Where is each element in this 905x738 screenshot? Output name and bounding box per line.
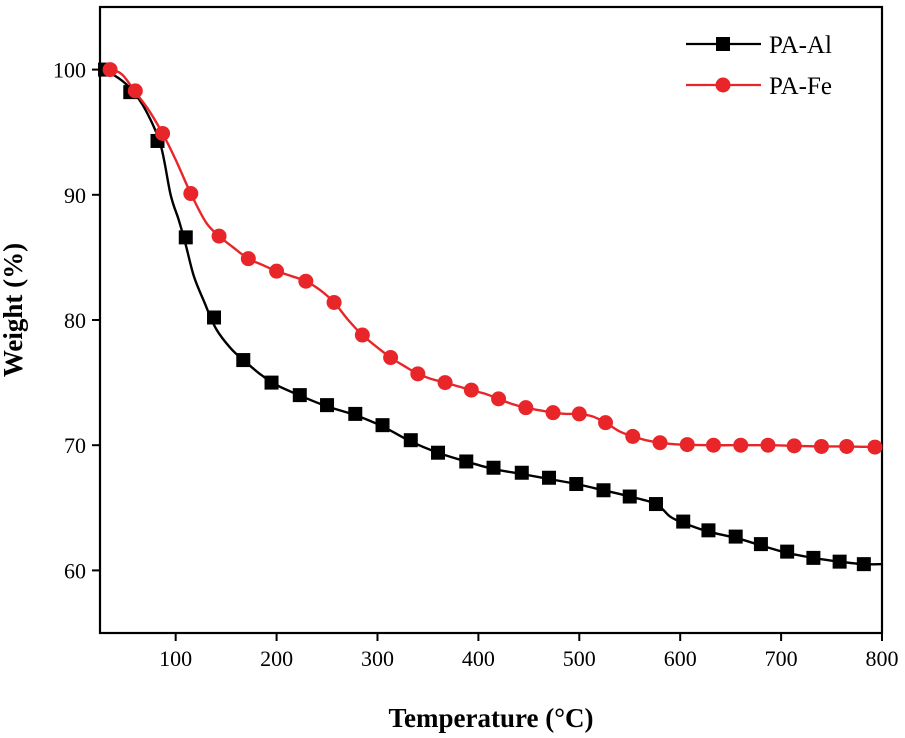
marker-pa-fe	[652, 435, 668, 451]
legend: PA-Al PA-Fe	[686, 32, 832, 100]
y-tick-label: 70	[64, 433, 86, 458]
marker-pa-al	[569, 477, 584, 492]
legend-label-pa-al: PA-Al	[769, 32, 832, 59]
marker-pa-fe	[240, 251, 256, 267]
marker-pa-fe	[625, 428, 641, 444]
y-axis-title: Weight (%)	[0, 243, 28, 377]
marker-pa-al	[207, 310, 222, 325]
marker-layer	[98, 62, 883, 572]
marker-pa-fe	[463, 382, 479, 398]
marker-pa-fe	[598, 415, 614, 431]
marker-pa-fe	[298, 273, 314, 289]
marker-pa-fe	[786, 438, 802, 454]
marker-pa-fe	[733, 437, 749, 453]
marker-pa-fe	[354, 327, 370, 343]
marker-pa-fe	[679, 437, 695, 453]
marker-pa-al	[701, 523, 716, 538]
marker-pa-al	[486, 460, 501, 475]
marker-pa-al	[856, 557, 871, 572]
marker-pa-al	[542, 470, 557, 485]
marker-pa-fe	[183, 186, 199, 202]
marker-pa-fe	[571, 406, 587, 422]
legend-marker-pa-fe	[715, 77, 731, 93]
y-tick-label: 100	[53, 58, 86, 83]
marker-pa-fe	[867, 439, 883, 455]
x-tick-label: 400	[462, 646, 495, 671]
marker-pa-fe	[326, 294, 342, 310]
x-tick-label: 500	[563, 646, 596, 671]
marker-pa-fe	[102, 62, 118, 78]
marker-pa-al	[753, 537, 768, 552]
marker-pa-al	[622, 489, 637, 504]
marker-pa-al	[320, 398, 335, 413]
marker-pa-fe	[518, 400, 534, 416]
marker-pa-al	[728, 529, 743, 544]
marker-pa-fe	[269, 263, 285, 279]
marker-pa-al	[459, 454, 474, 469]
marker-pa-al	[780, 544, 795, 559]
marker-pa-fe	[211, 228, 227, 244]
x-axis-ticks: 100 200 300 400 500 600 700 800	[159, 633, 899, 671]
marker-pa-al	[264, 375, 279, 390]
marker-pa-al	[236, 353, 251, 368]
marker-pa-al	[403, 433, 418, 448]
y-tick-label: 80	[64, 308, 86, 333]
series-line-pa-fe	[100, 68, 882, 449]
x-tick-label: 700	[765, 646, 798, 671]
marker-pa-fe	[383, 350, 399, 366]
marker-pa-al	[375, 418, 390, 433]
marker-pa-al	[596, 483, 611, 498]
marker-pa-al	[431, 445, 446, 460]
marker-pa-fe	[437, 375, 453, 391]
y-tick-label: 90	[64, 183, 86, 208]
x-tick-label: 600	[664, 646, 697, 671]
marker-pa-al	[648, 497, 663, 512]
y-axis-ticks: 60 70 80 90 100	[53, 58, 100, 583]
marker-pa-fe	[127, 83, 143, 99]
marker-pa-al	[514, 465, 529, 480]
legend-label-pa-fe: PA-Fe	[769, 73, 832, 100]
marker-pa-al	[178, 230, 193, 245]
x-tick-label: 200	[260, 646, 293, 671]
marker-pa-fe	[705, 437, 721, 453]
x-axis-title: Temperature (°C)	[388, 703, 593, 733]
marker-pa-al	[348, 406, 363, 421]
marker-pa-fe	[410, 366, 426, 382]
marker-pa-fe	[813, 438, 829, 454]
marker-pa-al	[676, 514, 691, 529]
marker-pa-al	[292, 388, 307, 403]
marker-pa-fe	[155, 125, 171, 141]
marker-pa-fe	[491, 391, 507, 407]
marker-pa-al	[806, 550, 821, 565]
marker-pa-al	[832, 554, 847, 569]
y-tick-label: 60	[64, 558, 86, 583]
x-tick-label: 800	[866, 646, 899, 671]
x-tick-label: 300	[361, 646, 394, 671]
marker-pa-fe	[839, 438, 855, 454]
legend-marker-pa-al	[716, 37, 730, 51]
marker-pa-fe	[545, 405, 561, 421]
marker-pa-fe	[760, 437, 776, 453]
x-tick-label: 100	[159, 646, 192, 671]
